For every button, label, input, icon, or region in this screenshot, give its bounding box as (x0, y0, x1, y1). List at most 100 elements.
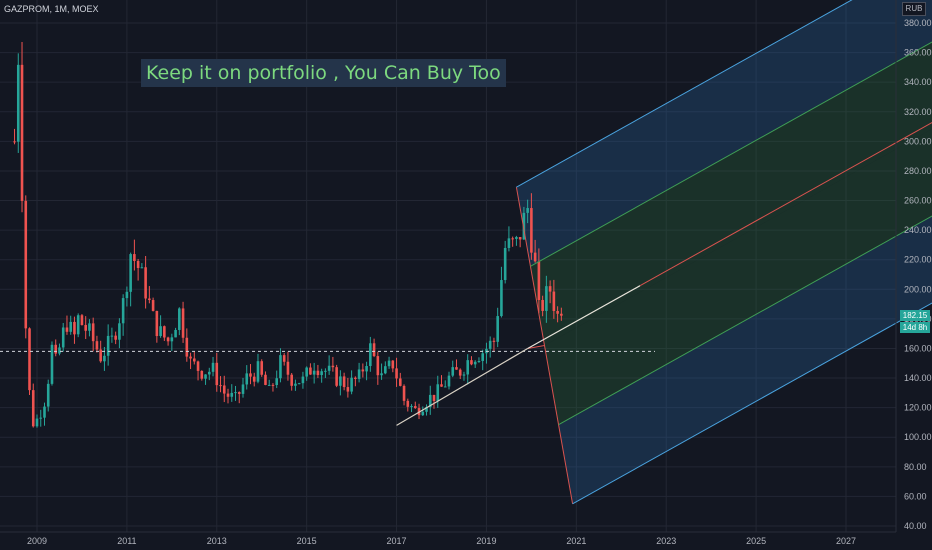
candle-body (533, 252, 537, 262)
candle-body (413, 406, 417, 409)
candle-body (279, 355, 282, 379)
candle-body (518, 237, 522, 240)
price-tick-label: 380.00 (904, 18, 932, 28)
candle-body (350, 377, 353, 392)
price-tick-label: 40.00 (904, 521, 927, 531)
time-tick-label: 2027 (836, 536, 856, 546)
price-tick-label: 80.00 (904, 462, 927, 472)
time-tick-label: 2017 (387, 536, 407, 546)
time-axis[interactable]: 2009 2011 2013 2015 2017 2019 2021 2023 2025 2027 (27, 536, 856, 546)
candle-body (376, 356, 380, 376)
candle-body (54, 344, 58, 354)
candle-body (16, 64, 20, 142)
candle-body (297, 383, 301, 385)
candle-body (354, 377, 357, 379)
candle-body (428, 394, 432, 408)
candle-body (144, 267, 147, 299)
candle-body (73, 321, 76, 335)
price-tick-label: 260.00 (904, 196, 932, 206)
candle-body (200, 370, 204, 379)
candle-body (237, 392, 241, 394)
candle-body (204, 374, 207, 379)
price-tick-label: 220.00 (904, 255, 932, 265)
candle-body (395, 368, 398, 379)
candle-body (226, 393, 230, 397)
candle-body (372, 343, 376, 357)
candle-body (103, 355, 106, 362)
candle-body (286, 361, 290, 375)
price-tick-label: 140.00 (904, 373, 932, 383)
time-tick-label: 2013 (207, 536, 227, 546)
symbol-label[interactable]: GAZPROM, 1M, MOEX (4, 4, 99, 14)
candle-body (391, 360, 395, 369)
candle-body (50, 344, 54, 384)
price-tick-label: 160.00 (904, 343, 932, 353)
currency-label[interactable]: RUB (902, 2, 926, 16)
candle-body (46, 383, 50, 407)
candle-body (275, 378, 279, 386)
candle-body (58, 347, 61, 354)
candle-body (129, 254, 132, 292)
pitchfork-upper-outer (516, 0, 853, 188)
countdown-tag: 14d 8h (900, 321, 930, 333)
pitchfork-band (516, 0, 932, 267)
candle-body (28, 328, 31, 391)
candle-body (447, 375, 451, 387)
candle-body (290, 374, 293, 386)
candle-body (219, 385, 222, 387)
price-tick-label: 200.00 (904, 284, 932, 294)
candle-body (305, 367, 308, 377)
candle-body (136, 260, 140, 268)
pitchfork-band (530, 42, 932, 346)
drawing-overlays[interactable] (0, 0, 932, 505)
candle-body (522, 212, 526, 240)
candle-body (526, 208, 529, 213)
candle-body (95, 341, 99, 350)
candle-body (481, 353, 484, 362)
candle-body (148, 298, 151, 301)
candle-body (503, 247, 507, 281)
candle-body (163, 326, 166, 338)
candle-body (215, 362, 219, 386)
candle-body (294, 383, 297, 386)
candle-body (462, 374, 466, 376)
candle-body (256, 361, 260, 382)
candle-body (316, 370, 320, 376)
candle-body (511, 238, 514, 240)
candle-body (151, 300, 155, 311)
pitchfork-median (639, 122, 932, 287)
candle-body (65, 327, 69, 332)
time-tick-label: 2023 (656, 536, 676, 546)
text-annotation[interactable]: Keep it on portfolio , You Can Buy Too (141, 59, 506, 87)
candle-body (384, 366, 387, 374)
price-tick-label: 320.00 (904, 107, 932, 117)
price-tick-label: 280.00 (904, 166, 932, 176)
candle-body (537, 261, 541, 301)
price-axis[interactable]: 40.0060.0080.00100.00120.00140.00160.001… (904, 18, 932, 531)
candle-body (260, 361, 264, 375)
pitchfork-lower-outer (572, 302, 932, 505)
candle-body (20, 64, 24, 201)
candle-body (406, 400, 410, 407)
candle-body (477, 361, 481, 363)
candle-body (39, 417, 43, 419)
candle-body (500, 280, 503, 317)
candle-body (320, 371, 323, 376)
candle-body (530, 208, 533, 253)
candle-body (91, 323, 95, 342)
candle-body (387, 360, 391, 367)
candle-body (342, 376, 346, 388)
candle-body (118, 323, 121, 340)
candles (13, 41, 563, 428)
candle-body (35, 418, 39, 427)
time-tick-label: 2025 (746, 536, 766, 546)
candle-body (432, 394, 436, 402)
candle-body (560, 313, 563, 316)
candle-body (466, 360, 470, 375)
candle-body (458, 369, 462, 376)
candle-body (189, 356, 192, 359)
candle-body (88, 323, 91, 331)
candle-body (185, 337, 189, 357)
candle-body (76, 315, 80, 335)
